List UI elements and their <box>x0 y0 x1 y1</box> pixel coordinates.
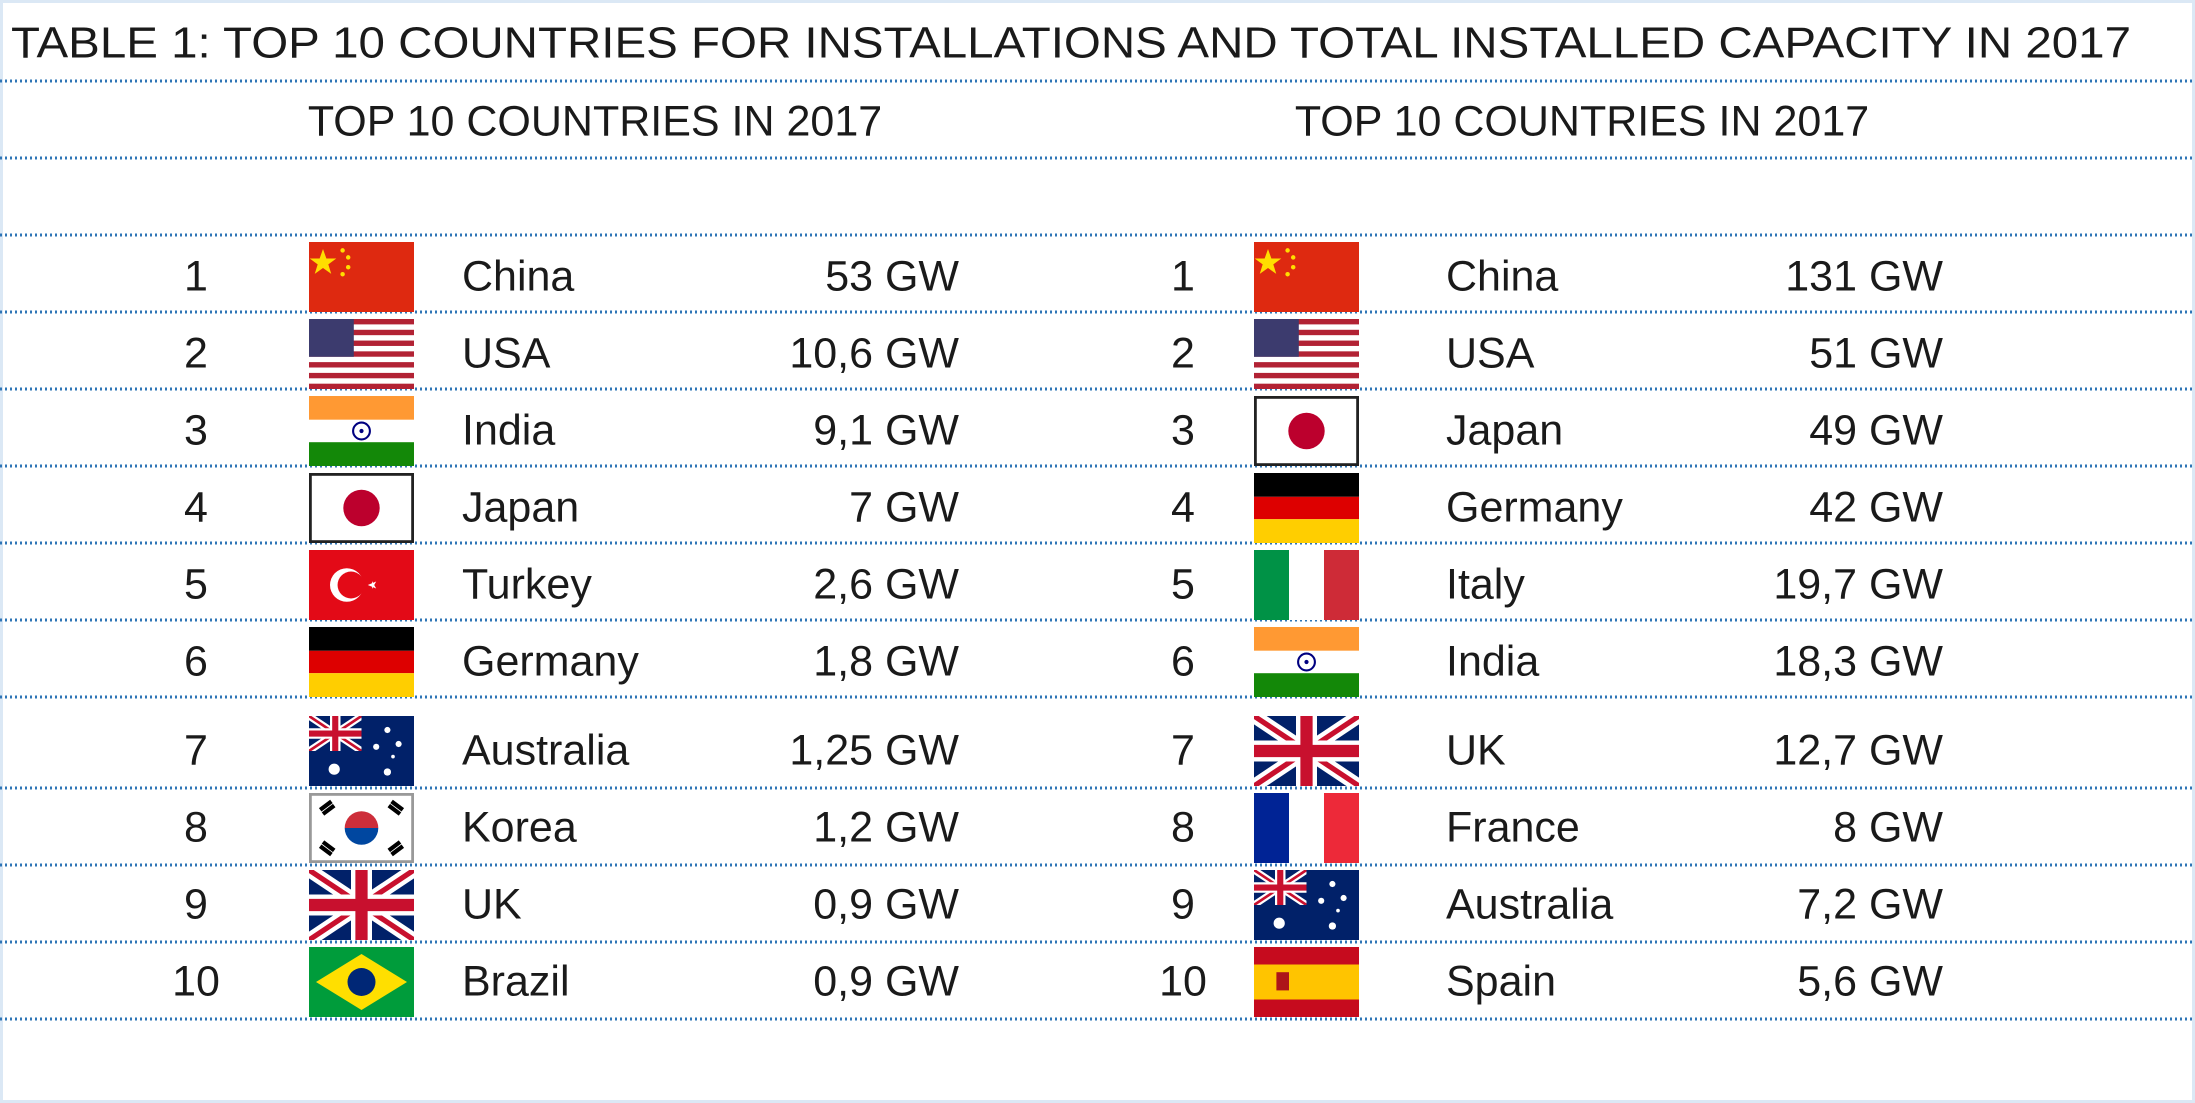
rank: 9 <box>184 880 208 928</box>
rank: 7 <box>1171 726 1195 774</box>
table-subtitle: TOP 10 COUNTRIES IN 2017 <box>1295 97 1869 145</box>
country: Germany <box>1446 483 1623 531</box>
value: 9,1 GW <box>813 406 959 454</box>
country: Japan <box>462 483 579 531</box>
rank: 8 <box>1171 803 1195 851</box>
flag-icon <box>1254 870 1359 940</box>
rank: 3 <box>184 406 208 454</box>
table-subtitle: TOP 10 COUNTRIES IN 2017 <box>308 97 882 145</box>
value: 5,6 GW <box>1797 957 1943 1005</box>
country: China <box>1446 252 1558 300</box>
flag-icon <box>1254 242 1359 312</box>
flag-icon <box>1254 550 1359 620</box>
flag-icon <box>310 794 412 861</box>
rank: 4 <box>184 483 208 531</box>
rank: 6 <box>184 637 208 685</box>
value: 51 GW <box>1809 329 1943 377</box>
rank: 9 <box>1171 880 1195 928</box>
flag-icon <box>1254 947 1359 1017</box>
country: Japan <box>1446 406 1563 454</box>
flag-icon <box>1254 793 1359 863</box>
rows: 1 China 53 GW 2 USA 10,6 GW 3 India 9,1 GW 4 Japan… <box>172 242 1943 1017</box>
country: Turkey <box>462 560 592 608</box>
rank: 7 <box>184 726 208 774</box>
value: 0,9 GW <box>813 880 959 928</box>
value: 10,6 GW <box>789 329 959 377</box>
rank: 5 <box>1171 560 1195 608</box>
country: India <box>1446 637 1539 685</box>
rank: 2 <box>184 329 208 377</box>
country: Germany <box>462 637 639 685</box>
rank: 1 <box>184 252 208 300</box>
value: 12,7 GW <box>1773 726 1943 774</box>
flag-icon <box>309 550 414 620</box>
rank: 1 <box>1171 252 1195 300</box>
country: India <box>462 406 555 454</box>
country: Korea <box>462 803 577 851</box>
rank: 4 <box>1171 483 1195 531</box>
value: 7,2 GW <box>1797 880 1943 928</box>
country: Italy <box>1446 560 1525 608</box>
table-title: TABLE 1: TOP 10 COUNTRIES FOR INSTALLATI… <box>11 19 2131 68</box>
country: Brazil <box>462 957 570 1005</box>
value: 49 GW <box>1809 406 1943 454</box>
flag-icon <box>309 319 414 389</box>
value: 0,9 GW <box>813 957 959 1005</box>
value: 1,25 GW <box>789 726 959 774</box>
flag-icon <box>309 242 414 312</box>
country: China <box>462 252 574 300</box>
flag-icon <box>309 716 414 786</box>
separators <box>0 79 2195 1021</box>
country: UK <box>462 880 522 928</box>
rank: 2 <box>1171 329 1195 377</box>
value: 1,8 GW <box>813 637 959 685</box>
value: 18,3 GW <box>1773 637 1943 685</box>
value: 42 GW <box>1809 483 1943 531</box>
country: Australia <box>1446 880 1613 928</box>
country: Spain <box>1446 957 1556 1005</box>
flag-icon <box>309 870 414 940</box>
rank: 10 <box>172 957 220 1005</box>
flag-icon <box>1254 319 1359 389</box>
country: USA <box>462 329 551 377</box>
rank: 10 <box>1159 957 1207 1005</box>
rank: 6 <box>1171 637 1195 685</box>
flag-icon <box>309 627 414 697</box>
rank: 5 <box>184 560 208 608</box>
flag-icon <box>309 947 414 1017</box>
value: 2,6 GW <box>813 560 959 608</box>
value: 7 GW <box>849 483 959 531</box>
value: 19,7 GW <box>1773 560 1943 608</box>
value: 131 GW <box>1785 252 1943 300</box>
flag-icon <box>1254 473 1359 543</box>
rank: 8 <box>184 803 208 851</box>
value: 53 GW <box>825 252 959 300</box>
value: 8 GW <box>1833 803 1943 851</box>
flag-icon <box>1254 716 1359 786</box>
country: Australia <box>462 726 629 774</box>
flag-icon <box>1254 396 1359 466</box>
country: France <box>1446 803 1580 851</box>
rank: 3 <box>1171 406 1195 454</box>
flag-icon <box>309 473 414 543</box>
flag-icon <box>309 396 414 466</box>
flag-icon <box>1254 627 1359 697</box>
country: UK <box>1446 726 1506 774</box>
value: 1,2 GW <box>813 803 959 851</box>
country: USA <box>1446 329 1535 377</box>
